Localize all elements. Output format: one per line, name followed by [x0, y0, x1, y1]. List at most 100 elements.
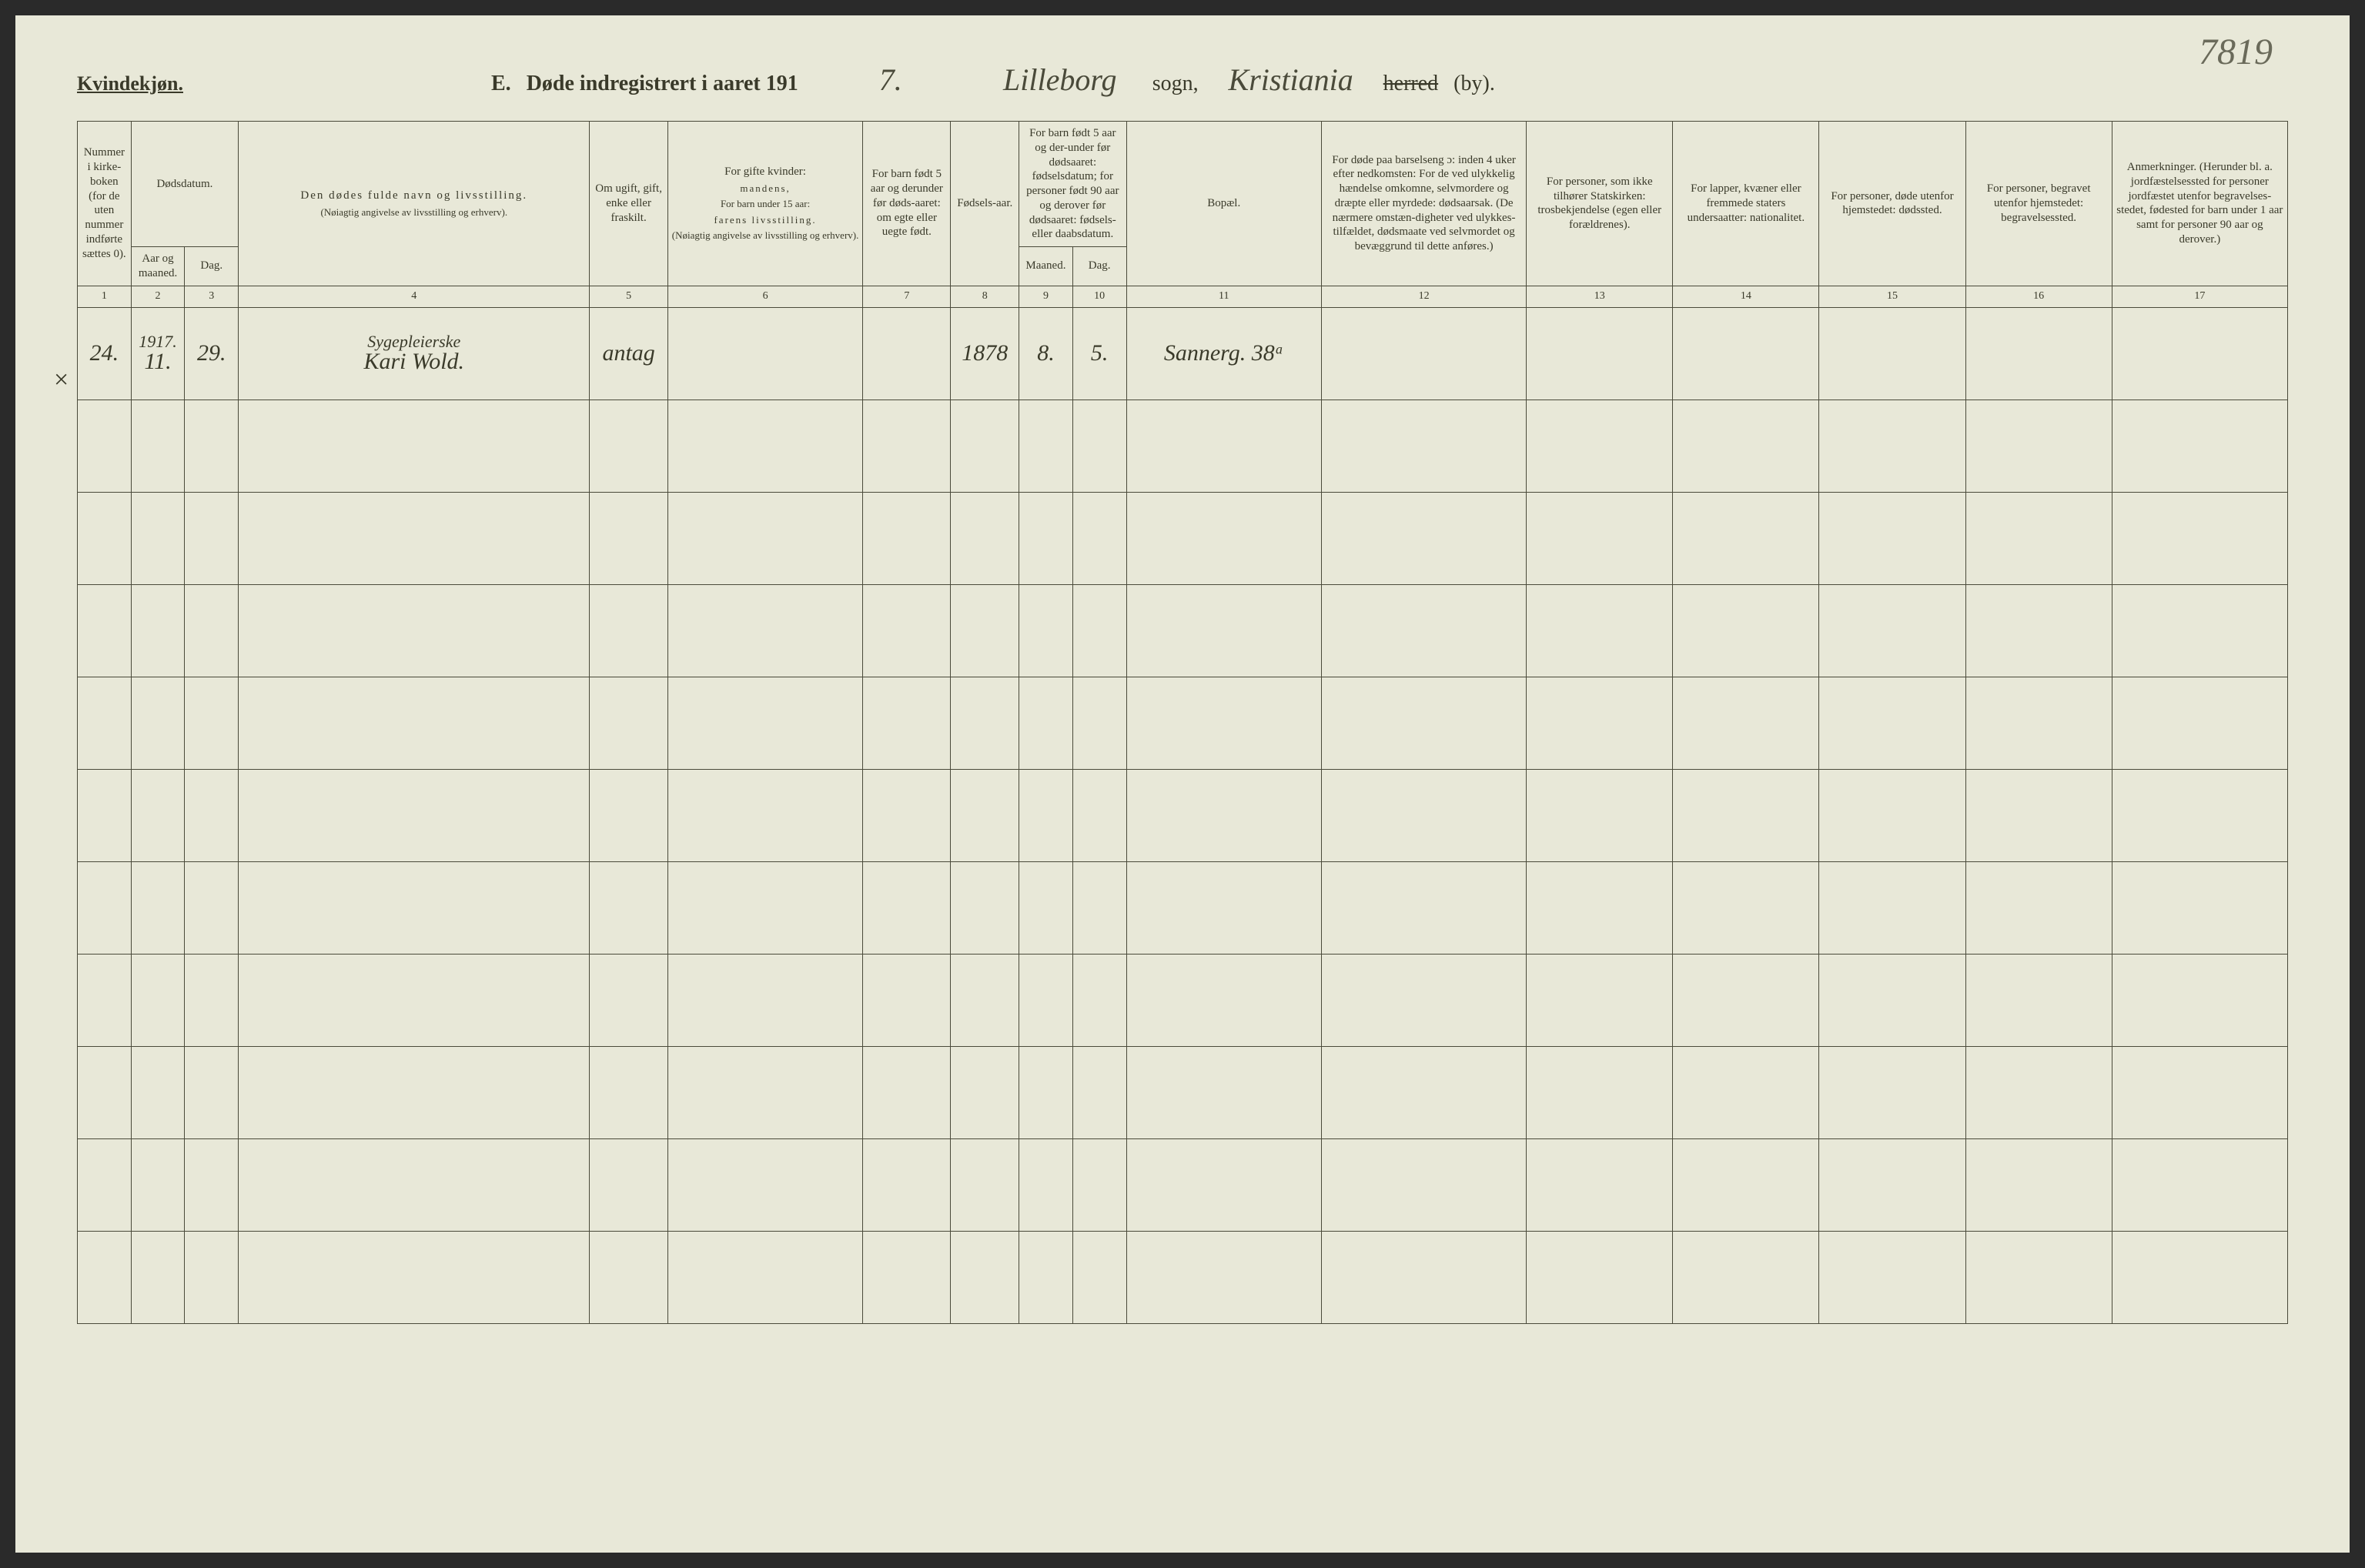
table-row [78, 677, 2288, 769]
cell-c5 [590, 492, 667, 584]
cell-c5 [590, 769, 667, 861]
cell-c4 [239, 677, 590, 769]
header-row: Kvindekjøn. E. Døde indregistrert i aare… [77, 62, 2288, 98]
colnum: 6 [667, 286, 863, 307]
cell-c2 [131, 400, 185, 492]
cell-c10 [1072, 1046, 1126, 1138]
col6-e: (Nøiagtig angivelse av livsstilling og e… [671, 229, 860, 242]
cell-c15 [1819, 1046, 1965, 1138]
col-header-12: For døde paa barselseng ɔ: inden 4 uker … [1322, 122, 1527, 286]
cell-c16 [1965, 677, 2112, 769]
cell-c10 [1072, 584, 1126, 677]
sogn-label: sogn, [1152, 72, 1199, 96]
cell-c5 [590, 954, 667, 1046]
cell-c15 [1819, 584, 1965, 677]
cell-c9 [1019, 492, 1073, 584]
cell-c8 [951, 769, 1019, 861]
col-header-14: For lapper, kvæner eller fremmede stater… [1673, 122, 1819, 286]
cell-c1 [78, 400, 132, 492]
cell-c16 [1965, 769, 2112, 861]
cell-c13 [1527, 769, 1673, 861]
col-header-7: For barn født 5 aar og derunder før døds… [863, 122, 951, 286]
col4-line2: (Nøiagtig angivelse av livsstilling og e… [242, 206, 586, 219]
table-row [78, 1231, 2288, 1323]
colnum: 3 [185, 286, 239, 307]
cell-c13 [1527, 400, 1673, 492]
cell-c12 [1322, 584, 1527, 677]
cell-c5: antag [590, 307, 667, 400]
cell-c17 [2112, 492, 2287, 584]
colnum: 1 [78, 286, 132, 307]
cell-c4 [239, 400, 590, 492]
cell-c12 [1322, 954, 1527, 1046]
col-header-11: Bopæl. [1126, 122, 1322, 286]
cell-c3 [185, 1138, 239, 1231]
col-header-9-10: For barn født 5 aar og der-under før død… [1019, 122, 1126, 247]
cell-c5 [590, 677, 667, 769]
cell-c4 [239, 492, 590, 584]
col-header-16: For personer, begravet utenfor hjemstede… [1965, 122, 2112, 286]
cell-c9 [1019, 861, 1073, 954]
table-row: 24.1917.11.29.SygepleierskeKari Wold.ant… [78, 307, 2288, 400]
title-main: Døde indregistrert i aaret 191 [527, 72, 798, 96]
cell-c1: 24. [78, 307, 132, 400]
cell-c1 [78, 769, 132, 861]
cell-c13 [1527, 1138, 1673, 1231]
cell-c12 [1322, 861, 1527, 954]
col-header-3: Dag. [185, 247, 239, 286]
cell-c6 [667, 1231, 863, 1323]
cell-c7 [863, 954, 951, 1046]
cell-c6 [667, 584, 863, 677]
col-header-2: Aar og maaned. [131, 247, 185, 286]
cell-c17 [2112, 1138, 2287, 1231]
cell-c3 [185, 1231, 239, 1323]
cell-c1 [78, 1138, 132, 1231]
cell-c9 [1019, 1138, 1073, 1231]
cell-c7 [863, 1231, 951, 1323]
colnum: 5 [590, 286, 667, 307]
cell-c16 [1965, 400, 2112, 492]
herred-strike: herred [1383, 72, 1439, 96]
cell-c6 [667, 492, 863, 584]
cell-c3 [185, 584, 239, 677]
cell-c16 [1965, 492, 2112, 584]
cell-c2 [131, 677, 185, 769]
cell-c11 [1126, 1046, 1322, 1138]
cell-c5 [590, 1231, 667, 1323]
colnum: 12 [1322, 286, 1527, 307]
cell-c1 [78, 1046, 132, 1138]
cell-c8: 1878 [951, 307, 1019, 400]
cell-c8 [951, 954, 1019, 1046]
cell-c11 [1126, 677, 1322, 769]
cell-c12 [1322, 492, 1527, 584]
cell-c16 [1965, 1046, 2112, 1138]
cell-c15 [1819, 492, 1965, 584]
cell-c3: 29. [185, 307, 239, 400]
district-name: Kristiania [1214, 62, 1368, 98]
parish-name: Lilleborg [983, 62, 1137, 98]
cell-c14 [1673, 677, 1819, 769]
cell-c11 [1126, 1231, 1322, 1323]
cell-c17 [2112, 861, 2287, 954]
cell-c3 [185, 400, 239, 492]
cell-c3 [185, 861, 239, 954]
cell-c1 [78, 492, 132, 584]
cell-c2 [131, 584, 185, 677]
cell-c17 [2112, 400, 2287, 492]
cell-c6 [667, 769, 863, 861]
cell-c10 [1072, 769, 1126, 861]
cell-c4 [239, 861, 590, 954]
cell-c15 [1819, 861, 1965, 954]
table-row [78, 492, 2288, 584]
section-letter: E. [491, 72, 511, 96]
cell-c14 [1673, 307, 1819, 400]
cell-c3 [185, 677, 239, 769]
col-header-1: Nummer i kirke-boken (for de uten nummer… [78, 122, 132, 286]
colnum: 10 [1072, 286, 1126, 307]
cell-c5 [590, 584, 667, 677]
cell-c17 [2112, 769, 2287, 861]
cell-c7 [863, 1138, 951, 1231]
cell-c16 [1965, 1231, 2112, 1323]
cell-c3 [185, 954, 239, 1046]
by-paren: (by). [1453, 72, 1495, 96]
